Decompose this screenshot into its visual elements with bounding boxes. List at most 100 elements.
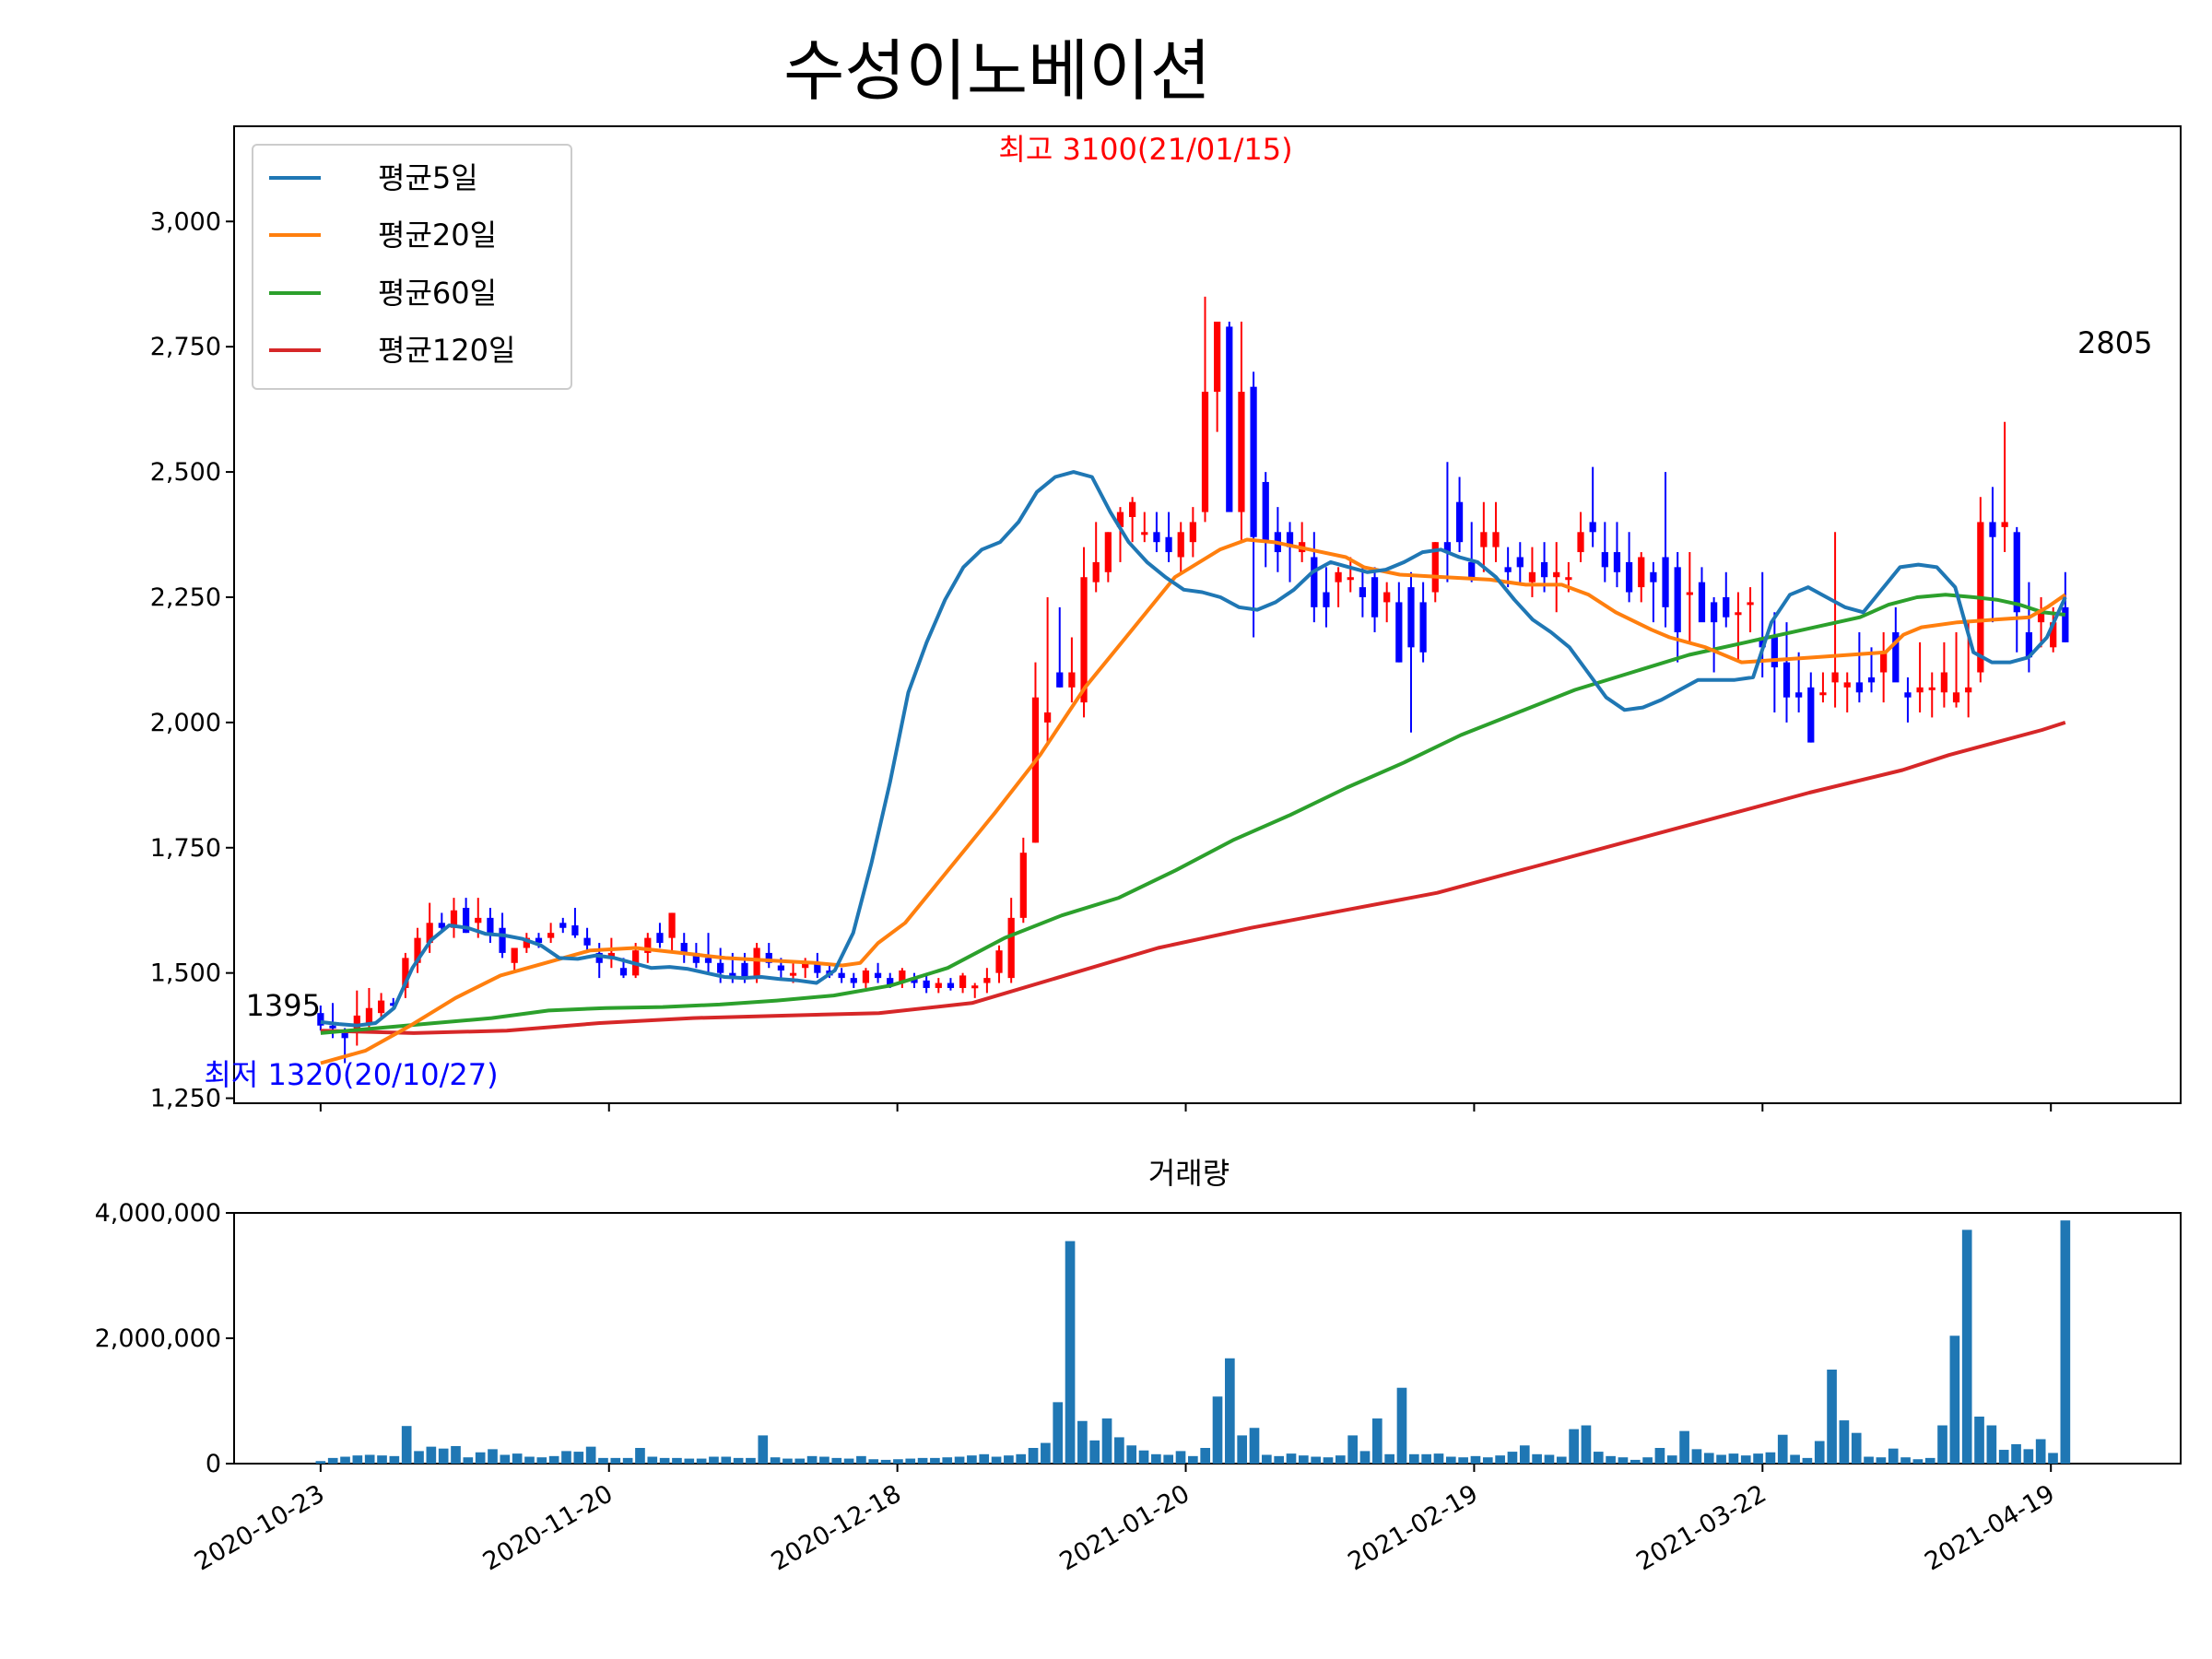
candle-body	[1153, 532, 1160, 543]
volume-bar	[868, 1459, 879, 1464]
candle-body	[365, 1007, 373, 1024]
candle-body	[959, 975, 967, 988]
candle-body	[1371, 577, 1379, 618]
legend-label-ma5: 평균5일	[378, 160, 478, 195]
candle-body	[1916, 687, 1924, 693]
volume-bars	[315, 1220, 2071, 1464]
candle-body	[850, 978, 857, 983]
volume-bar	[942, 1457, 953, 1464]
candle-body	[1528, 571, 1536, 582]
candle-body	[1698, 582, 1706, 623]
candle-body	[1843, 682, 1851, 688]
volume-bar	[1666, 1455, 1677, 1464]
volume-bar	[2011, 1443, 2021, 1464]
candle-body	[777, 965, 785, 971]
candle-body	[487, 917, 494, 934]
candle-body	[1311, 557, 1318, 607]
annotation-first-close: 1395	[246, 988, 321, 1023]
volume-bar	[1654, 1448, 1665, 1464]
candle-body	[595, 952, 603, 963]
volume-bar	[585, 1446, 596, 1464]
candle-body	[1819, 692, 1827, 696]
candle-body	[1031, 697, 1040, 843]
price-y-axis: 1,250 1,500 1,750 2,000 2,250 2,500 2,750 3,000	[150, 207, 234, 1113]
volume-bar	[831, 1457, 842, 1464]
candle-body	[2062, 606, 2069, 642]
candle-body	[1214, 322, 1221, 393]
volume-bar	[1408, 1453, 1419, 1464]
volume-bar	[573, 1452, 584, 1464]
candle-body	[1540, 561, 1548, 578]
volume-bar	[1703, 1453, 1714, 1464]
candle-body	[1238, 392, 1245, 512]
candle-body	[535, 937, 543, 944]
candle-body	[1407, 587, 1415, 648]
volume-bar	[2023, 1449, 2034, 1464]
candle-body	[329, 1025, 336, 1029]
price-x-ticks	[319, 1103, 2053, 1112]
candle-body	[1711, 602, 1718, 623]
candle-body	[1019, 853, 1027, 918]
candle-body	[704, 958, 712, 963]
volume-bar	[794, 1458, 806, 1464]
candle-body	[1419, 602, 1427, 653]
volume-bar	[340, 1456, 350, 1464]
candle-body	[1565, 577, 1572, 581]
volume-bar	[1041, 1442, 1051, 1464]
volume-bar	[1299, 1455, 1309, 1464]
volume-bar	[536, 1457, 547, 1464]
volume-bar	[1765, 1452, 1776, 1464]
candle-body	[583, 937, 591, 946]
candle-body	[1771, 637, 1778, 668]
candle-body	[1250, 386, 1257, 537]
volume-bar	[1851, 1432, 1862, 1464]
volume-bar	[758, 1435, 769, 1464]
candle-body	[899, 970, 906, 983]
candle-body	[1455, 501, 1464, 543]
volume-bar	[2048, 1453, 2058, 1464]
volume-bar	[1753, 1453, 1763, 1464]
candle-body	[1347, 577, 1354, 581]
x-tick-label: 2021-04-19	[1920, 1479, 2059, 1576]
volume-bar	[1004, 1455, 1014, 1464]
volume-bar	[1998, 1450, 2009, 1464]
volume-bar	[1114, 1437, 1124, 1464]
candle-body	[1286, 532, 1294, 547]
volume-bar	[1888, 1448, 1899, 1464]
candle-body	[935, 982, 942, 988]
volume-bar	[1593, 1452, 1604, 1464]
price-y-tick-label: 1,250	[150, 1085, 221, 1113]
volume-bar	[635, 1448, 645, 1464]
candle-body	[874, 972, 882, 979]
volume-bar	[1556, 1456, 1567, 1464]
candle-body	[1625, 561, 1633, 593]
volume-bar	[2035, 1439, 2046, 1464]
candle-body	[1395, 602, 1403, 663]
candle-body	[1735, 612, 1742, 616]
moving-average-lines	[320, 470, 2067, 1065]
candle-body	[947, 982, 955, 988]
candle-body	[1553, 571, 1560, 578]
x-tick-label: 2021-01-20	[1055, 1479, 1194, 1576]
candle-body	[2025, 632, 2033, 658]
candle-body	[462, 908, 470, 934]
candle-body	[1492, 532, 1500, 547]
volume-bar	[1175, 1451, 1186, 1464]
price-panel: 1,250 1,500 1,750 2,000 2,250 2,500 2,750 3,000…	[150, 125, 2182, 1113]
candle-body	[1795, 692, 1803, 698]
volume-bar	[1912, 1459, 1924, 1464]
candle-body	[2037, 612, 2045, 623]
legend-label-ma120: 평균120일	[378, 333, 515, 368]
candle-body	[1443, 542, 1452, 553]
candle-body	[1431, 542, 1439, 593]
candle-body	[1638, 557, 1645, 588]
volume-bar	[1900, 1457, 1911, 1464]
price-y-tick-label: 1,500	[150, 959, 221, 988]
candle-body	[753, 947, 760, 979]
price-y-tick-label: 1,750	[150, 834, 221, 863]
candle-body	[1674, 567, 1681, 633]
volume-y-tick-label: 0	[206, 1450, 221, 1478]
candle-body	[911, 978, 918, 983]
volume-bar	[806, 1455, 818, 1464]
